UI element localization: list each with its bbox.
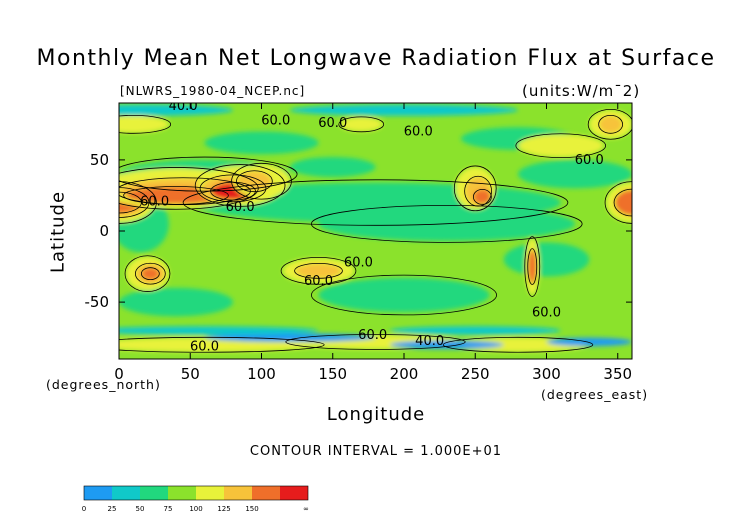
colorbar-tick-label: 50 bbox=[136, 505, 145, 513]
contour-line bbox=[515, 133, 607, 159]
contour-line bbox=[194, 164, 286, 207]
contour-label: 60.0 bbox=[575, 153, 604, 168]
contour-line bbox=[338, 116, 385, 133]
contour-label: 40.0 bbox=[169, 99, 198, 114]
contour-line bbox=[280, 256, 357, 285]
contour-label: 60.0 bbox=[344, 256, 373, 271]
x-tick-label: 200 bbox=[390, 365, 419, 383]
contour-lines bbox=[119, 109, 632, 353]
field-patch bbox=[290, 104, 518, 116]
field-patch bbox=[527, 249, 537, 284]
x-tick-label: 100 bbox=[247, 365, 276, 383]
contour-interval-label: CONTOUR INTERVAL = 1.000E+01 bbox=[249, 444, 503, 459]
y-tick-label: 0 bbox=[99, 222, 109, 240]
contour-line bbox=[231, 162, 292, 200]
contour-line bbox=[472, 189, 492, 205]
contour-label: 60.0 bbox=[358, 328, 387, 343]
contour-line bbox=[182, 179, 569, 226]
colorbar-swatch bbox=[196, 486, 224, 500]
contour-label: 60.0 bbox=[532, 305, 561, 320]
field-patch bbox=[290, 157, 376, 177]
colorbar-swatch bbox=[280, 486, 308, 500]
contour-label: 60.0 bbox=[261, 113, 290, 128]
field-patch bbox=[339, 117, 383, 132]
contour-line bbox=[527, 248, 538, 285]
colorbar-tick-label: 75 bbox=[164, 505, 173, 513]
contour-label: 60.0 bbox=[226, 200, 255, 215]
x-tick-label: 250 bbox=[461, 365, 490, 383]
x-axis-label: Longitude bbox=[326, 404, 426, 425]
contour-label: 60.0 bbox=[304, 274, 333, 289]
colorbar-frame bbox=[83, 485, 309, 501]
field-patch bbox=[518, 134, 604, 158]
field-patch bbox=[119, 104, 233, 116]
field-patch bbox=[119, 287, 233, 317]
x-tick-label: 50 bbox=[181, 365, 200, 383]
field-patch bbox=[614, 189, 632, 216]
colorbar-tick-label: ∞ bbox=[303, 505, 309, 513]
colorbar-swatch bbox=[224, 486, 252, 500]
field-patch bbox=[295, 263, 342, 278]
plot-area: 40.0 60.0 60.0 60.0 60.0 60.0 60.0 60.0 60.0 60.0… bbox=[119, 99, 632, 359]
field-patch bbox=[599, 115, 623, 133]
contour-label: 60.0 bbox=[140, 194, 169, 209]
field-patch bbox=[141, 267, 159, 280]
colorbar-swatch bbox=[168, 486, 196, 500]
contour-line bbox=[310, 204, 583, 243]
contour-line bbox=[123, 186, 229, 205]
field-patch bbox=[119, 326, 319, 335]
colorbar-tick-label: 100 bbox=[189, 505, 202, 513]
contour-line bbox=[124, 255, 171, 292]
contour-line bbox=[236, 170, 273, 193]
contour-label: 60.0 bbox=[190, 339, 219, 354]
x-tick-label: 0 bbox=[114, 365, 124, 383]
contour-line bbox=[453, 165, 497, 212]
contour-line bbox=[119, 114, 172, 134]
field-patch bbox=[389, 340, 504, 350]
contour-line bbox=[442, 336, 594, 353]
y-tick-label: 50 bbox=[90, 151, 109, 169]
contour-line bbox=[598, 114, 623, 134]
contour-line bbox=[119, 336, 325, 353]
colorbar-tick-label: 125 bbox=[217, 505, 230, 513]
contour-line bbox=[134, 262, 166, 285]
colorbar-swatch bbox=[252, 486, 280, 500]
x-tick-label: 150 bbox=[318, 365, 347, 383]
contour-line bbox=[294, 262, 343, 279]
colorbar-tick-label: 150 bbox=[245, 505, 258, 513]
field-patch bbox=[204, 131, 319, 155]
contour-label: 40.0 bbox=[415, 334, 444, 349]
contour-line bbox=[310, 274, 498, 316]
contour-line bbox=[119, 181, 157, 224]
contour-line bbox=[140, 267, 160, 281]
field-patch bbox=[518, 159, 632, 189]
y-tick-label: -50 bbox=[85, 293, 110, 311]
chart-title: Monthly Mean Net Longwave Radiation Flux… bbox=[36, 46, 716, 71]
colorbar-tick-label: 25 bbox=[108, 505, 117, 513]
contour-line bbox=[119, 156, 298, 192]
x-units-label: (degrees_east) bbox=[541, 387, 649, 402]
x-tick-label: 350 bbox=[603, 365, 632, 383]
file-name-label: [NLWRS_1980-04_NCEP.nc] bbox=[120, 84, 306, 98]
contour-label: 60.0 bbox=[318, 116, 347, 131]
colorbar-swatch bbox=[112, 486, 140, 500]
colorbar-swatch bbox=[140, 486, 168, 500]
contour-label: 60.0 bbox=[404, 125, 433, 140]
contour-line bbox=[524, 236, 541, 297]
field-patch bbox=[119, 115, 169, 133]
y-units-label: (degrees_north) bbox=[46, 377, 161, 392]
field-patch bbox=[546, 337, 632, 347]
field-patch bbox=[389, 326, 561, 335]
contour-line bbox=[604, 181, 632, 224]
field-patch bbox=[473, 189, 491, 204]
contour-line bbox=[285, 334, 466, 350]
units-label: (units:W/m¯2) bbox=[522, 82, 641, 100]
colorbar-tick-label: 0 bbox=[82, 505, 86, 513]
colorbar-swatch bbox=[84, 486, 112, 500]
contour-line bbox=[587, 109, 632, 140]
x-tick-label: 300 bbox=[532, 365, 561, 383]
field-patch bbox=[318, 277, 490, 313]
